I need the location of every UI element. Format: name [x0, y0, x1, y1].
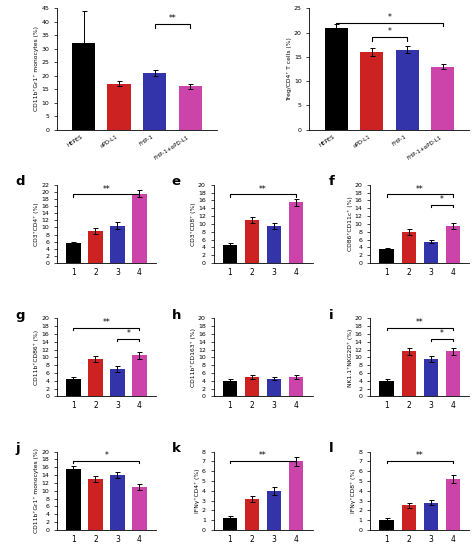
Bar — [108, 84, 130, 130]
Text: d: d — [15, 176, 25, 188]
Text: j: j — [15, 442, 20, 455]
Bar — [289, 461, 303, 530]
Y-axis label: IFNγ⁺CD8⁺ (%): IFNγ⁺CD8⁺ (%) — [351, 469, 356, 513]
Y-axis label: CD11b⁺Gr1⁺ monocytes (%): CD11b⁺Gr1⁺ monocytes (%) — [34, 26, 39, 112]
Bar — [88, 231, 102, 263]
Text: l: l — [328, 442, 333, 455]
Text: **: ** — [102, 318, 110, 327]
Y-axis label: CD11b⁺CD163⁺ (%): CD11b⁺CD163⁺ (%) — [191, 328, 196, 387]
Y-axis label: CD86⁺CD11c⁺ (%): CD86⁺CD11c⁺ (%) — [347, 197, 353, 251]
Bar — [88, 479, 102, 530]
Bar — [289, 377, 303, 396]
Text: **: ** — [416, 184, 424, 194]
Text: k: k — [172, 442, 181, 455]
Bar — [267, 226, 281, 263]
Text: h: h — [172, 309, 181, 322]
Text: *: * — [104, 452, 109, 460]
Text: *: * — [127, 329, 130, 338]
Y-axis label: NK1.1⁺NKG2D⁺ (%): NK1.1⁺NKG2D⁺ (%) — [347, 328, 353, 386]
Bar — [396, 50, 419, 130]
Y-axis label: CD11b⁺Gr1⁺ monocytes (%): CD11b⁺Gr1⁺ monocytes (%) — [34, 448, 39, 533]
Y-axis label: CD3⁺CD4⁺ (%): CD3⁺CD4⁺ (%) — [34, 202, 39, 246]
Bar — [446, 352, 460, 396]
Text: **: ** — [259, 184, 267, 194]
Bar — [66, 243, 81, 263]
Bar — [325, 28, 347, 130]
Bar — [245, 377, 259, 396]
Bar — [110, 369, 125, 396]
Y-axis label: Treg/CD4⁺ T cells (%): Treg/CD4⁺ T cells (%) — [287, 37, 292, 101]
Bar — [223, 381, 237, 396]
Bar — [245, 220, 259, 263]
Bar — [401, 352, 416, 396]
Bar — [380, 250, 394, 263]
Bar — [424, 502, 438, 530]
Bar — [132, 194, 146, 263]
Bar — [66, 469, 81, 530]
Bar — [267, 491, 281, 530]
Bar — [245, 498, 259, 530]
Text: *: * — [440, 195, 444, 204]
Bar — [380, 381, 394, 396]
Text: **: ** — [416, 318, 424, 327]
Text: g: g — [15, 309, 25, 322]
Text: **: ** — [416, 452, 424, 460]
Bar — [132, 355, 146, 396]
Bar — [143, 73, 166, 130]
Bar — [446, 226, 460, 263]
Bar — [223, 518, 237, 530]
Bar — [401, 506, 416, 530]
Text: *: * — [440, 329, 444, 338]
Text: i: i — [328, 309, 333, 322]
Bar — [431, 66, 454, 130]
Bar — [380, 520, 394, 530]
Bar — [424, 242, 438, 263]
Bar — [267, 379, 281, 396]
Y-axis label: IFNγ⁺CD4⁺ (%): IFNγ⁺CD4⁺ (%) — [195, 469, 200, 513]
Bar — [289, 203, 303, 263]
Bar — [110, 475, 125, 530]
Text: **: ** — [168, 14, 176, 23]
Text: e: e — [172, 176, 181, 188]
Bar — [446, 479, 460, 530]
Bar — [424, 359, 438, 396]
Text: **: ** — [102, 184, 110, 194]
Bar — [360, 52, 383, 130]
Text: *: * — [387, 13, 391, 22]
Text: *: * — [387, 28, 391, 36]
Bar — [179, 87, 201, 130]
Y-axis label: CD3⁺CD8⁺ (%): CD3⁺CD8⁺ (%) — [191, 202, 196, 246]
Bar — [110, 226, 125, 263]
Bar — [88, 359, 102, 396]
Bar — [223, 246, 237, 263]
Bar — [72, 43, 95, 130]
Bar — [401, 232, 416, 263]
Text: f: f — [328, 176, 334, 188]
Bar — [66, 379, 81, 396]
Bar — [132, 487, 146, 530]
Text: **: ** — [259, 452, 267, 460]
Y-axis label: CD11b⁺CD86⁺ (%): CD11b⁺CD86⁺ (%) — [34, 330, 39, 385]
